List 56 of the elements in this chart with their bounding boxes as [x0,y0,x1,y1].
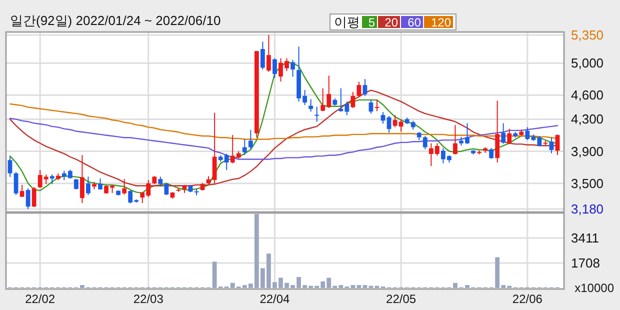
candlestick [158,176,163,188]
candlestick [489,148,494,160]
candlestick [386,115,392,134]
text: 5 [368,16,376,30]
x-tick-label: 22/06 [512,292,543,306]
candlestick [501,122,506,144]
bar [356,285,362,288]
candlestick [368,99,374,114]
candlestick [314,106,320,122]
candlestick [555,134,560,156]
text: 20 [384,16,398,30]
y-tick-label: 5,350 [571,28,604,43]
candlestick [266,34,271,72]
candlestick [356,81,362,98]
candlestick [32,186,36,208]
candlestick [122,178,127,196]
candlestick [14,172,18,196]
y-tick-label: 3,180 [571,202,604,217]
candlestick [272,58,277,78]
y-tick-label: 3,900 [571,144,604,159]
y-tick-label: 1708 [571,256,600,271]
y-tick-label: 3411 [571,230,599,246]
text: 120 [430,16,452,30]
candlestick [50,174,54,185]
candlestick [74,178,78,190]
y-axis-title: x10000 [574,281,614,295]
y-tick-label: 3,500 [571,176,604,191]
chart-title: 일간(92일) 2022/01/24 ~ 2022/06/10 [10,13,221,28]
legend-title: 이평 [334,14,360,30]
candlestick [260,41,265,70]
candlestick [8,156,12,178]
x-tick-label: 22/04 [260,292,290,306]
candlestick [242,138,247,156]
candlestick [164,182,169,196]
candlestick [507,128,512,145]
candlestick [26,188,30,210]
candlestick [212,112,217,184]
bar [362,285,368,288]
candlestick [80,154,84,204]
candlestick [422,136,428,150]
x-tick-label: 22/05 [386,292,416,306]
text: 60 [408,16,422,30]
x-tick-label: 22/03 [133,292,164,306]
candlestick [308,98,314,112]
candlestick [362,78,368,96]
candlestick [98,178,102,190]
candlestick [248,130,253,150]
candlestick [549,137,554,154]
x-tick-label: 22/02 [25,292,56,306]
candlestick [453,124,458,155]
y-tick-label: 4,300 [571,112,604,127]
y-tick-label: 5,000 [571,56,604,71]
candlestick [350,91,356,108]
candlestick [86,176,90,196]
y-tick-label: 4,600 [571,88,604,103]
candlestick [290,59,295,78]
